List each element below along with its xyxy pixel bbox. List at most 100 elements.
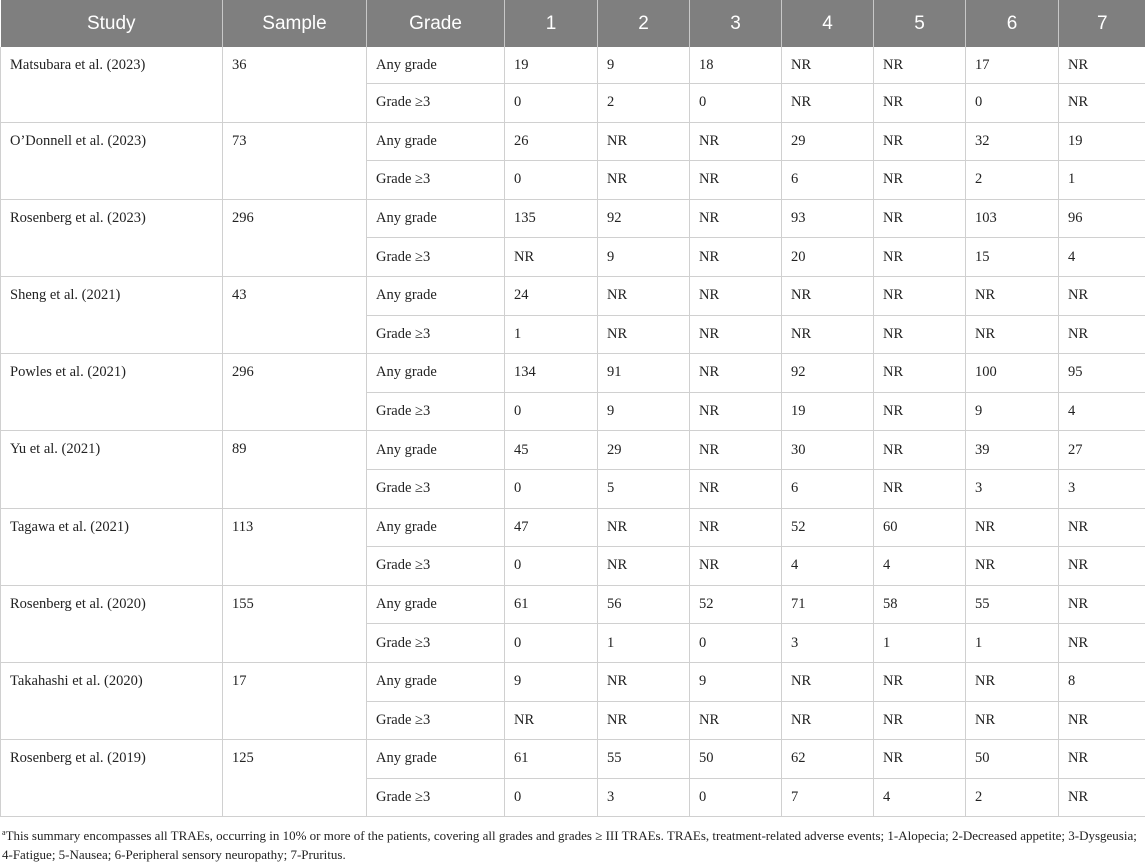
value-cell: 60 <box>874 508 966 547</box>
value-cell: 2 <box>966 778 1059 817</box>
value-cell: NR <box>782 662 874 701</box>
value-cell: 4 <box>1059 238 1145 277</box>
grade-cell: Any grade <box>367 662 505 701</box>
grade-cell: Any grade <box>367 47 505 84</box>
value-cell: 3 <box>1059 469 1145 508</box>
value-cell: 61 <box>505 740 598 779</box>
value-cell: 0 <box>690 84 782 123</box>
header-cell: 6 <box>966 0 1059 47</box>
study-name-cell: Sheng et al. (2021) <box>1 276 223 353</box>
value-cell: 96 <box>1059 199 1145 238</box>
grade-cell: Grade ≥3 <box>367 161 505 200</box>
value-cell: 9 <box>690 662 782 701</box>
header-cell: 1 <box>505 0 598 47</box>
study-name-cell: Takahashi et al. (2020) <box>1 662 223 739</box>
header-cell: Study <box>1 0 223 47</box>
value-cell: 29 <box>782 122 874 161</box>
value-cell: NR <box>782 276 874 315</box>
value-cell: 6 <box>782 469 874 508</box>
value-cell: 0 <box>505 547 598 586</box>
grade-cell: Grade ≥3 <box>367 624 505 663</box>
sample-size-cell: 155 <box>223 585 367 662</box>
header-cell: 2 <box>598 0 690 47</box>
value-cell: NR <box>690 315 782 354</box>
value-cell: NR <box>966 315 1059 354</box>
value-cell: 9 <box>598 238 690 277</box>
header-cell: 4 <box>782 0 874 47</box>
study-name-cell: Rosenberg et al. (2020) <box>1 585 223 662</box>
value-cell: 92 <box>782 354 874 393</box>
value-cell: 2 <box>966 161 1059 200</box>
value-cell: NR <box>874 431 966 470</box>
value-cell: 17 <box>966 47 1059 84</box>
value-cell: NR <box>1059 547 1145 586</box>
value-cell: NR <box>1059 508 1145 547</box>
value-cell: NR <box>966 547 1059 586</box>
grade-cell: Grade ≥3 <box>367 547 505 586</box>
value-cell: NR <box>874 662 966 701</box>
value-cell: 30 <box>782 431 874 470</box>
value-cell: NR <box>1059 276 1145 315</box>
value-cell: 19 <box>505 47 598 84</box>
grade-cell: Grade ≥3 <box>367 238 505 277</box>
value-cell: 0 <box>505 624 598 663</box>
value-cell: 56 <box>598 585 690 624</box>
value-cell: NR <box>782 701 874 740</box>
grade-cell: Grade ≥3 <box>367 392 505 431</box>
value-cell: 50 <box>690 740 782 779</box>
value-cell: NR <box>874 740 966 779</box>
value-cell: NR <box>874 392 966 431</box>
value-cell: NR <box>598 508 690 547</box>
value-cell: 39 <box>966 431 1059 470</box>
value-cell: NR <box>1059 778 1145 817</box>
adverse-events-table: Study Sample Grade 1 2 3 4 5 6 7 Matsuba… <box>0 0 1145 817</box>
value-cell: NR <box>874 354 966 393</box>
value-cell: 55 <box>598 740 690 779</box>
header-cell: 5 <box>874 0 966 47</box>
value-cell: NR <box>690 701 782 740</box>
sample-size-cell: 296 <box>223 354 367 431</box>
value-cell: 71 <box>782 585 874 624</box>
header-cell: 3 <box>690 0 782 47</box>
value-cell: 27 <box>1059 431 1145 470</box>
value-cell: NR <box>1059 701 1145 740</box>
value-cell: NR <box>874 47 966 84</box>
value-cell: 52 <box>782 508 874 547</box>
value-cell: 19 <box>782 392 874 431</box>
value-cell: 8 <box>1059 662 1145 701</box>
value-cell: NR <box>505 238 598 277</box>
value-cell: 45 <box>505 431 598 470</box>
value-cell: NR <box>690 431 782 470</box>
value-cell: 0 <box>505 161 598 200</box>
value-cell: 6 <box>782 161 874 200</box>
value-cell: NR <box>966 701 1059 740</box>
value-cell: 134 <box>505 354 598 393</box>
study-name-cell: Matsubara et al. (2023) <box>1 47 223 122</box>
value-cell: 19 <box>1059 122 1145 161</box>
value-cell: NR <box>505 701 598 740</box>
value-cell: 0 <box>966 84 1059 123</box>
value-cell: NR <box>690 276 782 315</box>
sample-size-cell: 125 <box>223 740 367 817</box>
sample-size-cell: 43 <box>223 276 367 353</box>
value-cell: 1 <box>1059 161 1145 200</box>
sample-size-cell: 17 <box>223 662 367 739</box>
grade-cell: Any grade <box>367 122 505 161</box>
study-name-cell: Tagawa et al. (2021) <box>1 508 223 585</box>
header-cell: Sample <box>223 0 367 47</box>
sample-size-cell: 73 <box>223 122 367 199</box>
sample-size-cell: 36 <box>223 47 367 122</box>
value-cell: 1 <box>598 624 690 663</box>
grade-cell: Grade ≥3 <box>367 778 505 817</box>
value-cell: NR <box>874 122 966 161</box>
grade-cell: Grade ≥3 <box>367 84 505 123</box>
value-cell: NR <box>1059 315 1145 354</box>
value-cell: NR <box>598 122 690 161</box>
value-cell: NR <box>690 199 782 238</box>
value-cell: 135 <box>505 199 598 238</box>
sample-size-cell: 113 <box>223 508 367 585</box>
